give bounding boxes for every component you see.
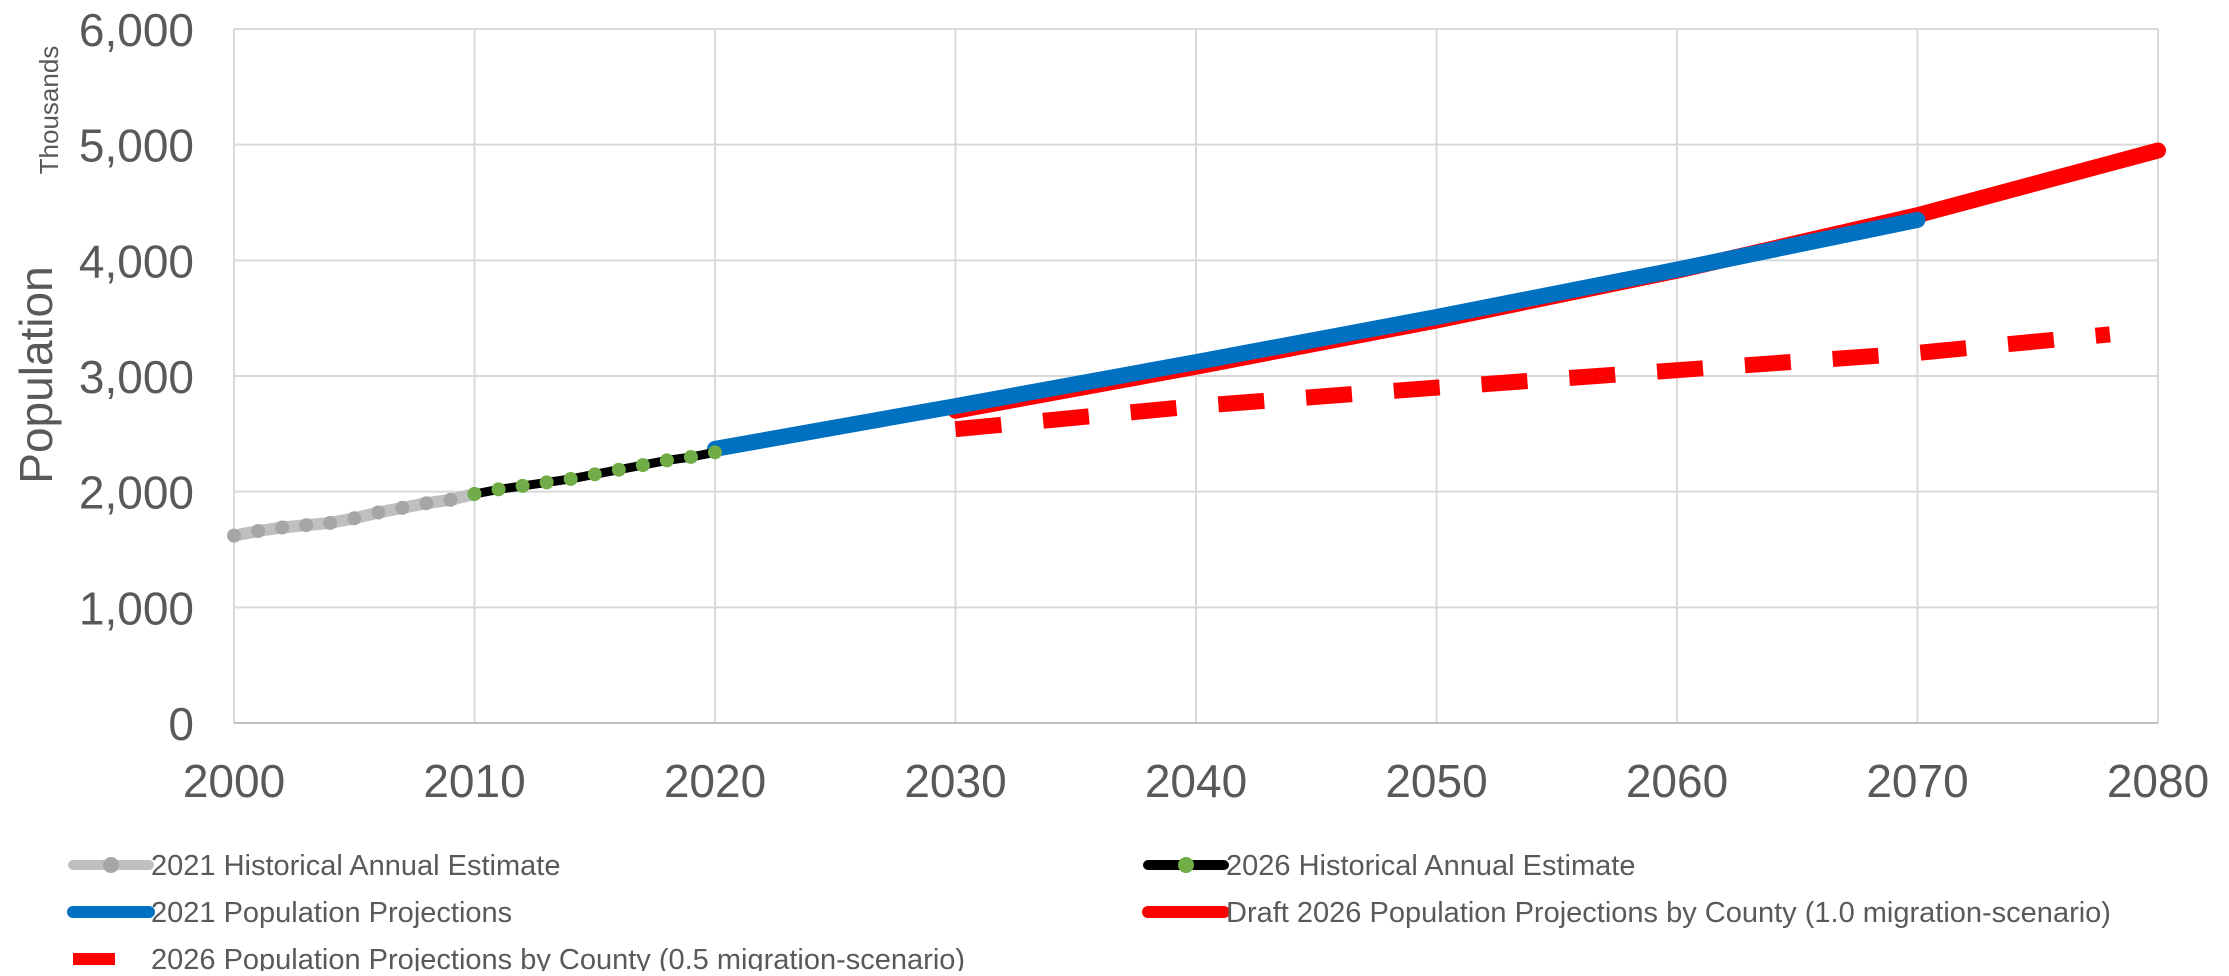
series-1-point (299, 518, 314, 533)
series-2-point (515, 478, 530, 493)
series-2-point (611, 462, 626, 477)
series-line-3 (707, 211, 1926, 457)
legend-label: 2021 Population Projections (151, 897, 512, 929)
x-tick-label: 2060 (1626, 755, 1728, 807)
series-line-5 (954, 326, 2111, 438)
legend-label: Draft 2026 Population Projections by Cou… (1226, 897, 2111, 929)
legend-item: 2021 Population Projections (67, 897, 512, 929)
series-1-point (395, 500, 410, 515)
y-tick-label: 1,000 (79, 582, 194, 634)
y-tick-label: 3,000 (79, 351, 194, 403)
legend-item: 2026 Historical Annual Estimate (1143, 850, 1635, 882)
legend-marker (103, 857, 119, 873)
axes: 0 1,000 2,000 3,000 4,000 5,000 6,000 2000 2010 2… (79, 4, 2209, 807)
series-2-point (563, 471, 578, 486)
series-2-point (683, 449, 698, 464)
series-1-point (227, 528, 241, 543)
legend-label: 2026 Historical Annual Estimate (1226, 850, 1635, 882)
legend: 2021 Historical Annual Estimate 2026 Hist… (67, 850, 2111, 976)
series-layer (227, 142, 2166, 543)
series-2-point (659, 453, 674, 468)
series-2-point (491, 482, 506, 497)
x-tick-label: 2010 (423, 755, 525, 807)
legend-label: 2026 Population Projections by County (0… (151, 944, 965, 971)
series-2-point (587, 467, 602, 482)
y-tick-label: 2,000 (79, 467, 194, 519)
legend-item: 2021 Historical Annual Estimate (68, 850, 560, 882)
series-1-point (323, 515, 338, 530)
series-1-point (347, 511, 362, 526)
x-tick-label: 2070 (1866, 755, 1968, 807)
x-tick-label: 2080 (2107, 755, 2209, 807)
y-tick-label: 5,000 (79, 120, 194, 172)
y-tick-label: 4,000 (79, 235, 194, 287)
series-2-point (635, 458, 650, 473)
series-1-point (251, 523, 266, 538)
legend-item: Draft 2026 Population Projections by Cou… (1142, 897, 2111, 929)
y-tick-label: 0 (168, 698, 194, 750)
series-1-point (443, 492, 458, 507)
y-axis-title: Population (10, 266, 62, 483)
series-2-point (708, 445, 722, 460)
x-tick-label: 2050 (1385, 755, 1487, 807)
y-tick-label: 6,000 (79, 4, 194, 56)
x-tick-label: 2030 (904, 755, 1006, 807)
grid (233, 28, 2159, 724)
legend-marker (1178, 857, 1194, 873)
legend-label: 2021 Historical Annual Estimate (151, 850, 560, 882)
x-tick-label: 2020 (664, 755, 766, 807)
series-1-point (371, 505, 386, 520)
series-2-point (467, 486, 482, 501)
x-tick-label: 2040 (1145, 755, 1247, 807)
series-1-point (275, 520, 290, 535)
legend-item: 2026 Population Projections by County (0… (73, 944, 965, 976)
series-2-point (539, 475, 554, 490)
x-tick-label: 2000 (183, 755, 285, 807)
series-1-point (419, 496, 434, 511)
y-units-label: Thousands (34, 46, 64, 175)
